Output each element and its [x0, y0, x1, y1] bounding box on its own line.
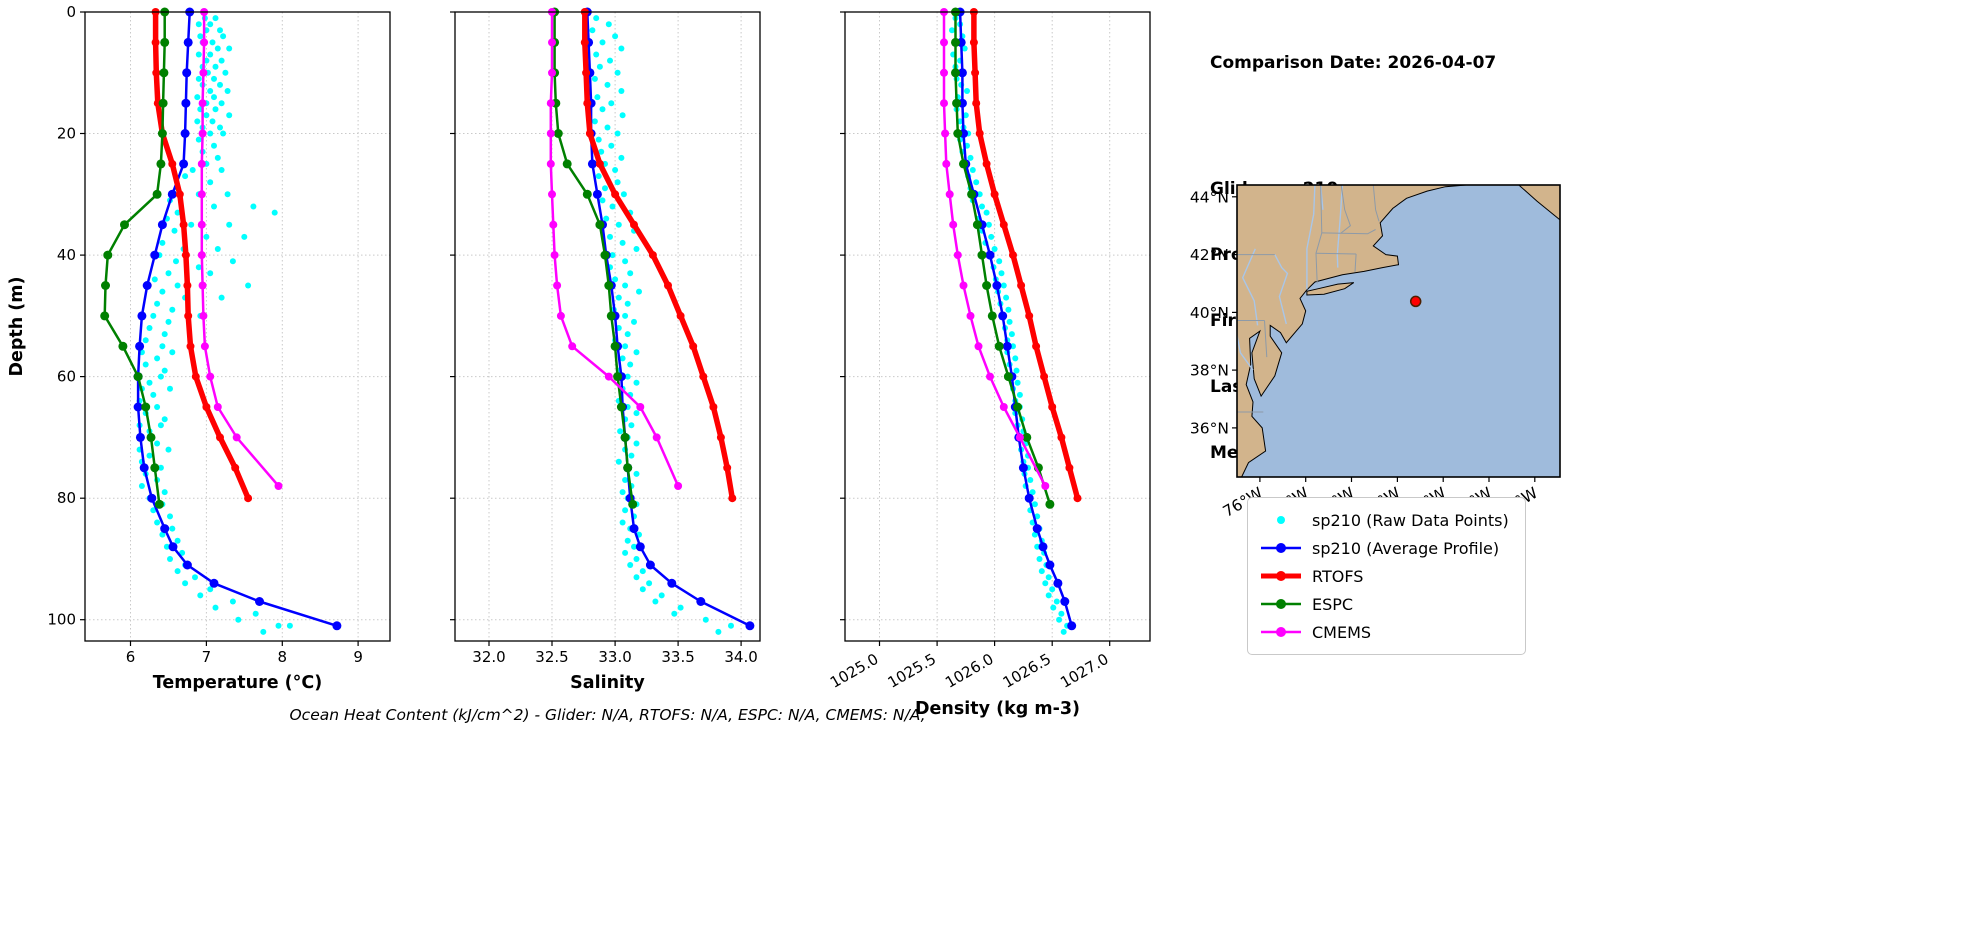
state-border: [1264, 320, 1268, 358]
state-border: [1315, 185, 1323, 284]
lat-tick-label: 44°N: [1190, 188, 1229, 206]
density-axis-label: Density (kg m-3): [915, 699, 1080, 719]
lat-tick-label: 36°N: [1190, 419, 1229, 437]
panel-density: 1025.0 1025.5 1026.0 1026.5 1027.0 Density (k…: [827, 7, 1151, 719]
cmems-line-icon: [1261, 627, 1301, 637]
plot-frame: [844, 11, 1151, 642]
panel-temperature: 0 20 40 60 80 100 6 7 8 9 Temperature (°C): [47, 3, 391, 693]
map-frame: [1236, 184, 1561, 478]
x-tick-label: 7: [202, 648, 212, 666]
legend-label: ESPC: [1312, 594, 1354, 614]
raw-data-marker-icon: [1277, 516, 1285, 524]
series-sp210-raw-data-points-: [136, 15, 293, 635]
location-map: 44°N42°N40°N38°N36°N76°W74°W72°W70°W68°W…: [1190, 184, 1561, 521]
land: [1518, 185, 1560, 221]
state-border: [1321, 229, 1376, 235]
legend-item-sp210-raw-data-points-: sp210 (Raw Data Points): [1258, 506, 1509, 534]
espc-line-icon: [1261, 599, 1301, 609]
river: [1274, 254, 1289, 325]
profile-charts: 0 20 40 60 80 100 6 7 8 9 Temperature (°C) 32.0 32.5…: [7, 3, 1151, 719]
river: [1336, 185, 1344, 268]
legend-label: sp210 (Raw Data Points): [1312, 510, 1509, 530]
series-espc: [951, 7, 1055, 509]
series-rtofs: [969, 8, 1082, 503]
legend-items: sp210 (Raw Data Points) sp210 (Average Pr…: [1258, 506, 1509, 646]
series-sp210-raw-data-points-: [589, 15, 755, 635]
legend-item-sp210-average-profile-: sp210 (Average Profile): [1258, 534, 1509, 562]
glider-location-marker: [1409, 295, 1422, 308]
legend: sp210 (Raw Data Points) sp210 (Average Pr…: [1247, 497, 1526, 655]
lat-tick-label: 42°N: [1190, 246, 1229, 264]
salinity-axis-label: Salinity: [570, 673, 645, 693]
legend-label: RTOFS: [1312, 566, 1364, 586]
x-tick-label: 32.5: [535, 648, 568, 666]
depth-axis-label: Depth (m): [7, 276, 27, 376]
lat-tick-label: 40°N: [1190, 304, 1229, 322]
series-rtofs: [580, 8, 737, 503]
series-sp210-average-profile-: [133, 7, 342, 631]
ohc-caption: Ocean Heat Content (kJ/cm^2) - Glider: N…: [289, 706, 926, 724]
x-tick-label: 1026.5: [1000, 650, 1054, 692]
depth-tick-label: 20: [57, 125, 76, 143]
x-tick-label: 33.5: [661, 648, 694, 666]
state-border: [1315, 252, 1357, 255]
river: [1306, 185, 1316, 290]
river: [1241, 248, 1259, 326]
depth-tick-label: 40: [57, 246, 76, 264]
series-sp210-raw-data-points-: [949, 15, 1076, 635]
series-cmems: [197, 8, 283, 490]
series-espc: [550, 7, 638, 509]
temperature-axis-label: Temperature (°C): [153, 673, 323, 693]
x-tick-label: 1025.5: [885, 650, 939, 692]
x-tick-label: 6: [126, 648, 136, 666]
legend-item-espc: ESPC: [1258, 590, 1509, 618]
legend-item-cmems: CMEMS: [1258, 618, 1509, 646]
state-border: [1372, 185, 1380, 222]
series-espc: [100, 7, 170, 509]
plot-frame: [454, 11, 761, 642]
x-tick-label: 33.0: [598, 648, 631, 666]
x-tick-label: 32.0: [472, 648, 505, 666]
land: [1237, 185, 1467, 477]
comparison-date: Comparison Date: 2026-04-07: [1210, 53, 1497, 73]
info-gap: [1210, 118, 1496, 134]
series-cmems: [940, 8, 1050, 490]
x-tick-label: 1025.0: [827, 650, 881, 692]
plot-frame: [84, 11, 391, 642]
series-cmems: [546, 8, 683, 490]
lat-tick-label: 38°N: [1190, 362, 1229, 380]
land: [1306, 282, 1355, 296]
average-profile-line-icon: [1261, 543, 1301, 553]
panel-salinity: 32.0 32.5 33.0 33.5 34.0 Salinity: [450, 7, 761, 693]
legend-label: CMEMS: [1312, 622, 1372, 642]
x-tick-label: 1027.0: [1057, 650, 1111, 692]
legend-label: sp210 (Average Profile): [1312, 538, 1500, 558]
map-area: [1237, 185, 1560, 477]
depth-tick-label: 100: [47, 611, 76, 629]
x-tick-label: 9: [353, 648, 363, 666]
state-border: [1340, 185, 1351, 234]
depth-tick-label: 60: [57, 368, 76, 386]
legend-item-rtofs: RTOFS: [1258, 562, 1509, 590]
state-border: [1354, 253, 1357, 272]
depth-tick-label: 0: [66, 3, 76, 21]
x-tick-label: 34.0: [724, 648, 757, 666]
depth-tick-label: 80: [57, 489, 76, 507]
rtofs-line-icon: [1261, 571, 1301, 581]
river: [1237, 335, 1254, 371]
x-tick-label: 1026.0: [942, 650, 996, 692]
x-tick-label: 8: [278, 648, 288, 666]
